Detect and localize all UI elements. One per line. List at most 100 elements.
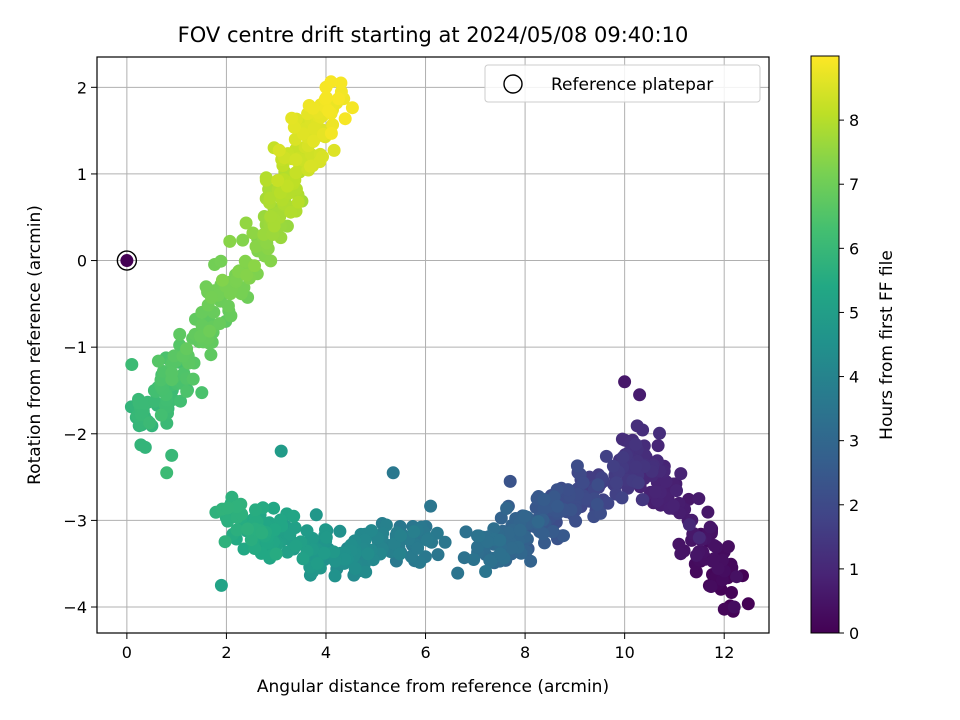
data-point [236, 233, 250, 247]
data-point [590, 497, 604, 511]
data-point [524, 554, 538, 568]
data-point [633, 388, 647, 402]
data-point [324, 126, 338, 140]
data-point [537, 493, 551, 506]
y-axis-ticks: −4 −3 −2 −1 0 1 2 [63, 78, 97, 617]
data-point [257, 227, 271, 241]
data-point [431, 548, 445, 562]
colorbar-tick-label: 2 [849, 496, 859, 515]
x-tick-label: 12 [714, 643, 734, 662]
data-point [285, 111, 299, 125]
data-point [248, 259, 261, 273]
colorbar-tick-label: 6 [849, 239, 859, 258]
data-point [741, 597, 755, 611]
y-tick-label: −4 [63, 598, 87, 617]
data-point [459, 525, 473, 539]
data-point [267, 501, 281, 515]
data-point [259, 173, 273, 187]
data-point [502, 526, 516, 540]
data-point [407, 525, 421, 539]
data-point [280, 179, 294, 193]
data-point [246, 226, 260, 240]
data-point [359, 565, 373, 579]
data-point [438, 535, 452, 549]
plot-frame [96, 56, 770, 634]
data-point [165, 448, 179, 462]
chart-title: FOV centre drift starting at 2024/05/08 … [178, 23, 689, 47]
data-point [631, 476, 645, 490]
data-point [513, 523, 527, 537]
data-point [386, 466, 400, 480]
x-axis-ticks: 0 2 4 6 8 10 12 [122, 633, 734, 662]
data-point [289, 153, 303, 167]
data-point [618, 375, 632, 389]
data-point [505, 541, 519, 555]
data-point [493, 547, 507, 561]
data-point [173, 327, 187, 341]
data-point [180, 384, 194, 398]
data-point [307, 134, 321, 148]
data-point [393, 547, 407, 561]
data-point [636, 423, 650, 437]
data-point [165, 373, 179, 387]
x-tick-label: 0 [122, 643, 132, 662]
data-point [214, 578, 228, 592]
data-point [483, 554, 497, 567]
data-point [503, 474, 517, 488]
data-point [570, 459, 584, 473]
data-point [249, 503, 262, 517]
data-point [148, 394, 162, 408]
x-tick-label: 2 [221, 643, 231, 662]
data-point [569, 514, 583, 528]
data-point [237, 542, 251, 556]
scatter-points [124, 75, 755, 618]
data-point [629, 460, 643, 474]
data-point [467, 553, 481, 566]
data-point [274, 444, 288, 458]
data-point [682, 518, 696, 532]
colorbar-tick-label: 5 [849, 303, 859, 322]
legend-marker [503, 74, 523, 94]
data-point [472, 529, 486, 543]
data-point [451, 566, 465, 580]
data-point [692, 531, 706, 545]
y-tick-label: 0 [77, 252, 87, 271]
data-point [615, 491, 629, 505]
data-point [332, 92, 345, 106]
data-point [730, 570, 744, 584]
legend: Reference platepar [484, 64, 761, 103]
y-tick-label: −1 [63, 338, 87, 357]
data-point [205, 291, 218, 304]
data-point [557, 529, 570, 543]
data-point [160, 466, 174, 480]
data-point [239, 216, 253, 230]
data-point [707, 539, 721, 552]
data-point [125, 358, 139, 371]
data-point [706, 554, 720, 568]
data-point [151, 354, 165, 368]
data-point [234, 287, 248, 301]
data-point [284, 205, 298, 219]
colorbar-tick-label: 3 [849, 432, 859, 451]
data-point [319, 530, 333, 544]
data-point [310, 557, 324, 570]
data-point [651, 439, 665, 453]
data-point [264, 254, 278, 268]
data-point [338, 112, 352, 126]
data-point [364, 524, 378, 538]
data-point [324, 75, 338, 89]
data-point [692, 492, 706, 506]
data-point [591, 478, 605, 492]
data-point [666, 499, 680, 513]
data-point [203, 324, 217, 338]
data-point [551, 499, 564, 513]
data-point [348, 562, 362, 575]
y-tick-label: −2 [63, 425, 87, 444]
legend-box [484, 64, 761, 103]
x-tick-label: 8 [520, 643, 530, 662]
data-point [225, 490, 239, 504]
data-point [704, 580, 718, 593]
data-point [328, 569, 342, 583]
data-point [717, 602, 731, 616]
data-point [186, 372, 200, 386]
